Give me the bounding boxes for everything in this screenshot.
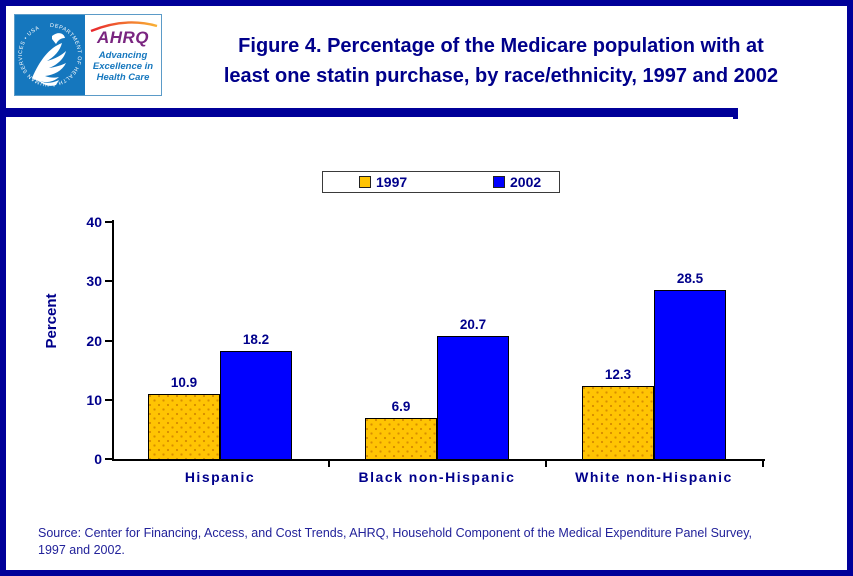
source-note-line-2: 1997 and 2002.	[38, 543, 125, 557]
y-axis-tick	[105, 340, 112, 342]
ahrq-tagline-line: Excellence in	[92, 61, 154, 72]
bar-value-label: 10.9	[170, 375, 198, 390]
legend-item-1997: 1997	[359, 172, 407, 192]
source-note-line-1: Source: Center for Financing, Access, an…	[38, 526, 753, 540]
ahrq-logo: AHRQ Advancing Excellence in Health Care	[85, 15, 161, 95]
header-divider-bar	[0, 108, 738, 117]
y-axis-tick	[105, 221, 112, 223]
ahrq-tagline-line: Health Care	[96, 72, 150, 83]
ahrq-tagline-line: Advancing	[98, 50, 148, 61]
hhs-logo: DEPARTMENT OF HEALTH & HUMAN SERVICES • …	[15, 15, 85, 95]
x-axis-tick	[328, 461, 330, 467]
legend-label-1997: 1997	[376, 174, 408, 190]
y-axis-tick-label: 40	[86, 214, 102, 230]
y-axis-line	[112, 220, 114, 461]
bar-1997-group1	[148, 394, 220, 460]
y-axis-tick	[105, 458, 112, 460]
agency-logo: DEPARTMENT OF HEALTH & HUMAN SERVICES • …	[14, 14, 162, 96]
bar-1997-group2	[365, 418, 437, 460]
legend-label-2002: 2002	[510, 174, 542, 190]
y-axis-tick-label: 10	[86, 392, 102, 408]
bar-value-label: 28.5	[676, 271, 704, 286]
y-axis-tick	[105, 280, 112, 282]
bar-value-label: 18.2	[242, 332, 270, 347]
bar-2002-group1	[220, 351, 292, 460]
figure-title-line-2: least one statin purchase, by race/ethni…	[223, 65, 779, 87]
y-axis-tick-label: 0	[94, 451, 102, 467]
figure-title: Figure 4. Percentage of the Medicare pop…	[165, 31, 837, 91]
category-label-3: White non-Hispanic	[575, 469, 733, 485]
x-axis-tick	[545, 461, 547, 467]
legend-item-2002: 2002	[493, 172, 541, 192]
bar-2002-group2	[437, 336, 509, 460]
ahrq-swoosh-icon	[90, 21, 158, 33]
x-axis-line	[112, 459, 765, 461]
x-axis-tick	[762, 461, 764, 467]
ahrq-tagline: Advancing Excellence in Health Care	[85, 50, 161, 83]
y-axis-tick-label: 30	[86, 273, 102, 289]
category-label-2: Black non-Hispanic	[358, 469, 516, 485]
bar-value-label: 12.3	[604, 367, 632, 382]
figure-title-line-1: Figure 4. Percentage of the Medicare pop…	[238, 35, 764, 57]
bar-value-label: 6.9	[391, 399, 411, 414]
category-label-1: Hispanic	[184, 469, 256, 485]
bar-value-label: 20.7	[459, 317, 487, 332]
bar-1997-group3	[582, 386, 654, 460]
bar-2002-group3	[654, 290, 726, 460]
chart-legend: 1997 2002	[322, 171, 560, 193]
y-axis-tick-label: 20	[86, 333, 102, 349]
header-divider-endcap	[733, 114, 738, 119]
legend-swatch-1997	[359, 176, 371, 188]
y-axis-tick	[105, 399, 112, 401]
hhs-eagle-icon: DEPARTMENT OF HEALTH & HUMAN SERVICES • …	[15, 15, 85, 95]
legend-swatch-2002	[493, 176, 505, 188]
ahrq-acronym: AHRQ	[96, 28, 150, 47]
source-note: Source: Center for Financing, Access, an…	[38, 525, 828, 559]
